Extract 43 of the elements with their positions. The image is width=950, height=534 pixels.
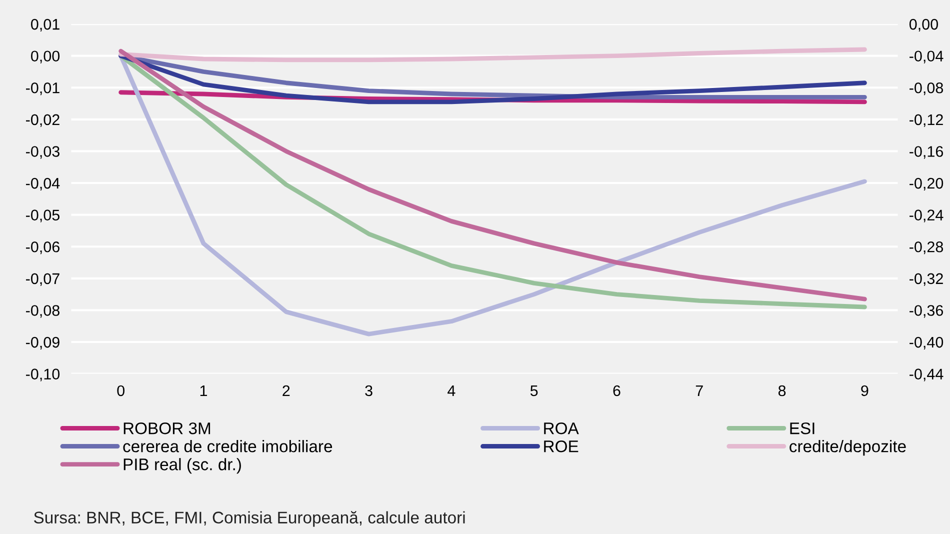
y2-tick-label: -0,04 [910, 50, 944, 64]
y-tick-label: -0,05 [26, 210, 60, 222]
y2-tick-label: -0,12 [910, 114, 943, 127]
x-tick-label: 3 [365, 385, 372, 396]
y-tick-label: -0,01 [26, 82, 60, 96]
legend-label: ROA [544, 422, 579, 434]
y-tick-label: -0,08 [26, 305, 60, 318]
x-tick-label: 1 [200, 385, 207, 396]
y2-tick-label: -0,40 [910, 336, 944, 350]
text: Sursa: BNR, BCE, FMI, Comisia Europeană, calcule autori [34, 511, 465, 527]
legend-label: credite/depozite [790, 440, 906, 456]
legend-label: ROE [544, 440, 578, 452]
y2-tick-label: -0,44 [910, 368, 944, 382]
legend-label: PIB real (sc. dr.) [124, 458, 241, 474]
x-tick-label: 6 [613, 385, 620, 396]
y2-tick-label: -0,08 [910, 82, 944, 96]
x-tick-label: 5 [530, 385, 538, 396]
y2-tick-label: 0,00 [909, 18, 938, 32]
x-tick-label: 8 [778, 385, 786, 396]
y2-tick-label: -0,24 [910, 210, 944, 222]
y-tick-label: 0,00 [31, 50, 60, 64]
y2-tick-label: -0,36 [910, 305, 944, 318]
x-tick-label: 0 [117, 385, 124, 396]
y2-tick-label: -0,28 [910, 241, 944, 254]
x-tick-label: 7 [696, 385, 703, 396]
y2-tick-label: -0,32 [910, 273, 943, 286]
y-tick-label: -0,09 [26, 336, 60, 350]
y2-tick-label: -0,20 [910, 178, 944, 191]
legend-label: ESI [790, 422, 814, 434]
line-series [118, 47, 867, 62]
y-tick-label: 0,01 [31, 18, 60, 32]
x-tick-label: 4 [448, 385, 456, 396]
legend-label: cererea de credite imobiliare [123, 440, 332, 452]
x-tick-label: 9 [861, 385, 868, 396]
legend-label: ROBOR 3M [124, 422, 210, 434]
y-tick-label: -0,06 [26, 241, 60, 254]
y-tick-label: -0,07 [26, 273, 60, 286]
y2-tick-label: -0,16 [910, 146, 944, 159]
y-tick-label: -0,02 [26, 114, 60, 127]
y-tick-label: -0,10 [26, 368, 60, 382]
x-tick-label: 2 [282, 385, 290, 396]
y-tick-label: -0,03 [26, 146, 60, 159]
y-tick-label: -0,04 [26, 178, 60, 191]
